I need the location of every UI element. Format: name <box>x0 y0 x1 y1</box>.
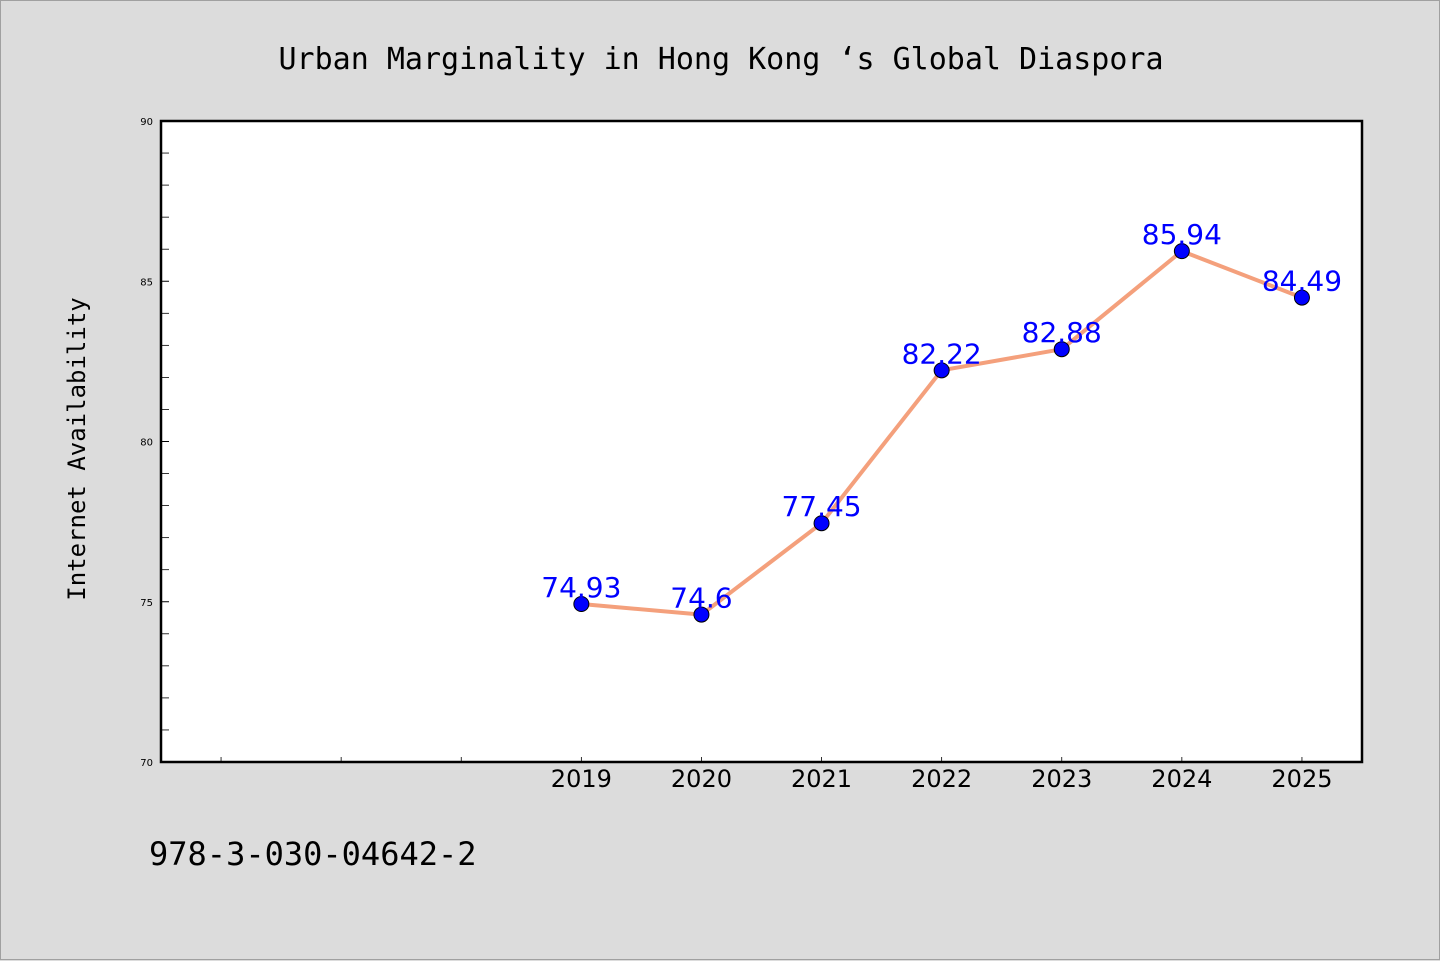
data-point-2019 <box>573 595 590 612</box>
x-tick-label-2019: 2019 <box>551 765 612 793</box>
y-axis-label: Internet Availability <box>63 297 91 600</box>
data-point-2025 <box>1293 289 1310 306</box>
data-point-2022 <box>933 362 950 379</box>
x-tick-label-2021: 2021 <box>791 765 852 793</box>
data-label-2024: 85.94 <box>1142 218 1222 251</box>
data-label-2023: 82.88 <box>1022 316 1102 349</box>
data-label-2022: 82.22 <box>902 337 982 370</box>
data-point-2020 <box>693 606 710 623</box>
data-label-2021: 77.45 <box>781 490 861 523</box>
chart-title: Urban Marginality in Hong Kong ‘s Global… <box>278 42 1163 77</box>
axis-ticks: 70 75 80 85 90 2019 2020 2021 2022 2023 2024 2025 <box>140 117 1332 793</box>
y-tick-label-1: 75 <box>140 598 153 609</box>
x-tick-label-2025: 2025 <box>1271 765 1332 793</box>
y-tick-label-4: 90 <box>140 117 153 128</box>
isbn-text: 978-3-030-04642-2 <box>149 835 477 873</box>
data-point-2024 <box>1173 243 1190 260</box>
data-point-2021 <box>813 515 830 532</box>
data-point-2023 <box>1053 341 1070 358</box>
x-tick-label-2022: 2022 <box>911 765 972 793</box>
series-layer: 74.93 74.6 77.45 82.22 82.88 85.94 84.49 <box>541 218 1342 623</box>
y-tick-label-2: 80 <box>140 438 153 449</box>
x-tick-label-2023: 2023 <box>1031 765 1092 793</box>
x-tick-label-2024: 2024 <box>1151 765 1212 793</box>
data-label-2019: 74.93 <box>541 571 621 604</box>
x-tick-label-2020: 2020 <box>671 765 732 793</box>
y-tick-label-0: 70 <box>140 758 153 769</box>
data-label-2020: 74.6 <box>670 582 732 615</box>
y-tick-label-3: 85 <box>140 277 153 288</box>
plot-area <box>159 119 1364 764</box>
data-label-2025: 84.49 <box>1262 265 1342 298</box>
